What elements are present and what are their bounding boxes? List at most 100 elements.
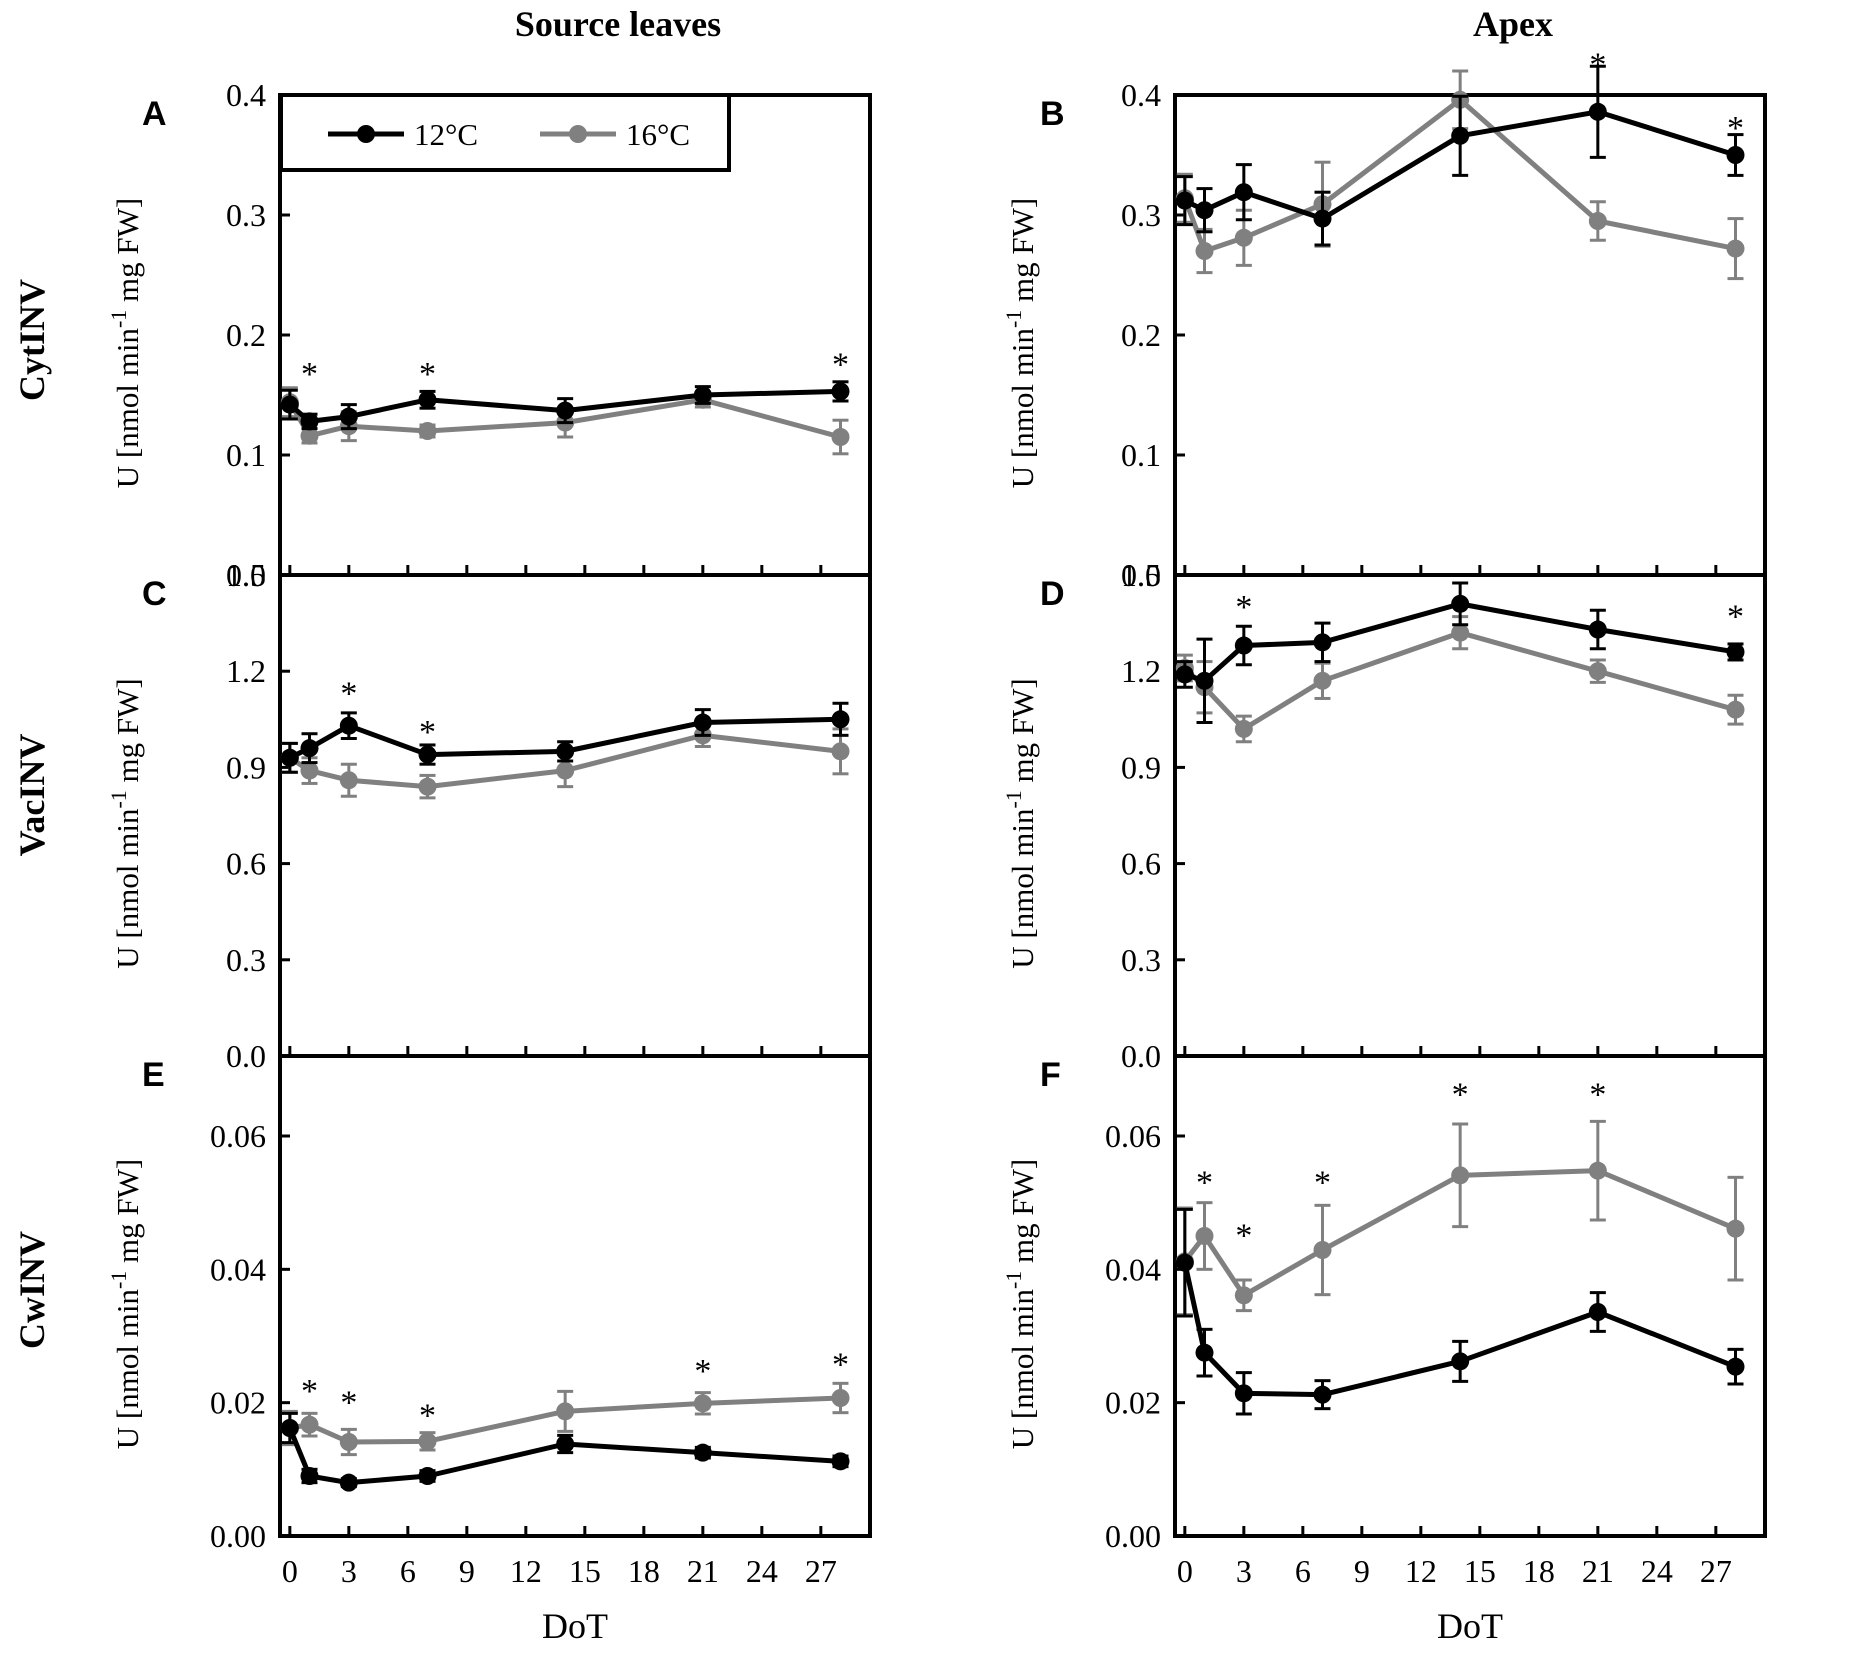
column-title-source-leaves: Source leaves [515, 4, 721, 44]
panel-e-significance-star: * [340, 1384, 357, 1421]
panel-c-ytick-label: 0.6 [226, 846, 266, 882]
panel-d-ytick-label: 0.6 [1121, 846, 1161, 882]
panel-c-ylabel-part: mg FW] [110, 678, 145, 790]
panel-f-point-16c [1234, 1286, 1253, 1305]
panel-f-xtick-label: 12 [1405, 1553, 1437, 1589]
panel-e-ytick-label: 0.06 [210, 1118, 266, 1154]
panel-f-ylabel: U [nmol min-1 mg FW] [1001, 1159, 1040, 1449]
panel-c-significance-star: * [340, 675, 357, 712]
panel-e-significance-star: * [301, 1373, 318, 1410]
panel-c-point-16c [556, 761, 575, 780]
panel-d-point-16c [1588, 662, 1607, 681]
panel-b-ylabel-part: U [nmol min [1005, 328, 1040, 489]
panel-e-xtick-label: 6 [400, 1553, 416, 1589]
panel-e-xtick-label: 15 [569, 1553, 601, 1589]
panel-d-point-12c [1313, 633, 1332, 652]
panel-c-frame [278, 573, 872, 1058]
panel-c-point-16c [339, 771, 358, 790]
panel-e-xtick-label: 24 [746, 1553, 778, 1589]
panel-e-frame [278, 1054, 872, 1538]
panel-d-ylabel-part: U [nmol min [1005, 808, 1040, 969]
row-title-cwinv: CwINV [12, 1231, 52, 1349]
panel-b-significance-star: * [1727, 110, 1744, 147]
panel-b-point-12c [1175, 191, 1194, 210]
panel-b-point-12c [1313, 209, 1332, 228]
panel-f-ytick-label: 0.00 [1105, 1518, 1161, 1554]
panel-letter-e: E [142, 1056, 165, 1094]
panel-e-xtick-label: 3 [341, 1553, 357, 1589]
panel-e-ytick-label: 0.02 [210, 1385, 266, 1421]
panel-e-ytick-label: 0.00 [210, 1518, 266, 1554]
panel-f-xtick-label: 3 [1236, 1553, 1252, 1589]
panel-a-ytick-label: 0.1 [226, 437, 266, 473]
panel-e-point-16c [693, 1394, 712, 1413]
legend: 12°C 16°C [279, 93, 731, 172]
panel-a-point-16c [300, 426, 319, 445]
panel-d-ylabel-part: mg FW] [1005, 678, 1040, 790]
panel-b-ytick-label: 0.3 [1121, 197, 1161, 233]
panel-a: A 0.0 0.1 0.2 0.3 0.4 U [nmol min-1 mg FW] * * * [106, 77, 872, 593]
panel-d-ytick-label: 1.5 [1121, 557, 1161, 593]
panel-b-point-16c [1726, 239, 1745, 258]
panel-f-xtick-label: 18 [1523, 1553, 1555, 1589]
panel-a-point-12c [556, 401, 575, 420]
panel-d-significance-star: * [1727, 598, 1744, 635]
panel-c: C 0.0 0.3 0.6 0.9 1.2 1.5 U [nmol min-1 mg FW] *… [106, 557, 872, 1074]
panel-f-point-12c [1234, 1384, 1253, 1403]
panel-e-ylabel: U [nmol min-1 mg FW] [106, 1159, 145, 1449]
panel-e-point-12c [418, 1467, 437, 1485]
panel-e-point-16c [831, 1389, 850, 1407]
panel-d-ytick-label: 0.3 [1121, 942, 1161, 978]
legend-marker-12c [357, 125, 375, 143]
panel-d-ytick-label: 0.9 [1121, 749, 1161, 785]
panel-a-ylabel: U [nmol min-1 mg FW] [106, 198, 145, 488]
panel-b-ytick-label: 0.4 [1121, 77, 1161, 113]
panel-b-ylabel-part: mg FW] [1005, 198, 1040, 310]
panel-f-xtick-label: 15 [1464, 1553, 1496, 1589]
panel-e-point-16c [418, 1432, 437, 1451]
panel-a-point-12c [693, 386, 712, 404]
panel-e-point-12c [831, 1452, 850, 1471]
panel-c-significance-star: * [419, 714, 436, 751]
panel-b-ylabel-superscript: -1 [1001, 310, 1026, 328]
panel-b-point-12c [1195, 201, 1214, 220]
panel-f-significance-star: * [1235, 1218, 1252, 1255]
panel-f-xtick-label: 9 [1354, 1553, 1370, 1589]
panel-c-ylabel-part: U [nmol min [110, 808, 145, 969]
panel-c-point-12c [418, 745, 437, 764]
panel-f-point-12c [1175, 1253, 1194, 1272]
panel-d-point-12c [1175, 665, 1194, 684]
row-title-vacinv: VacINV [12, 734, 52, 857]
panel-d-ylabel-superscript: -1 [1001, 790, 1026, 808]
panel-a-significance-star: * [832, 346, 849, 383]
panel-c-point-12c [831, 710, 850, 729]
panel-f-point-16c [1588, 1161, 1607, 1180]
panel-c-ytick-label: 1.2 [226, 653, 266, 689]
panel-a-ytick-label: 0.2 [226, 317, 266, 353]
panel-c-point-12c [693, 713, 712, 732]
legend-label-12c: 12°C [414, 117, 478, 152]
panel-f-ytick-label: 0.04 [1105, 1251, 1161, 1287]
panel-a-ytick-label: 0.4 [226, 77, 266, 113]
panel-letter-a: A [142, 95, 167, 133]
panel-f-point-12c [1451, 1352, 1470, 1371]
panel-e-significance-star: * [694, 1353, 711, 1390]
panel-e-point-12c [339, 1473, 358, 1492]
panel-d-point-16c [1726, 700, 1745, 719]
panel-d-point-12c [1234, 636, 1253, 655]
panel-e-significance-star: * [832, 1346, 849, 1383]
panel-letter-d: D [1040, 575, 1065, 613]
panel-f-ytick-label: 0.02 [1105, 1385, 1161, 1421]
panel-d-point-12c [1451, 594, 1470, 613]
panel-e-xtick-label: 9 [459, 1553, 475, 1589]
legend-marker-16c [569, 125, 587, 143]
panel-c-point-16c [831, 742, 850, 761]
panel-c-point-12c [339, 716, 358, 735]
panel-f-xtick-label: 0 [1177, 1553, 1193, 1589]
panel-e-point-16c [300, 1415, 319, 1434]
panel-b: B 0.0 0.1 0.2 0.3 0.4 U [nmol min-1 mg FW] * * [1001, 46, 1767, 593]
panel-a-ytick-label: 0.0 [226, 557, 266, 593]
panel-b-ytick-label: 0.0 [1121, 557, 1161, 593]
panel-a-point-16c [831, 428, 850, 446]
